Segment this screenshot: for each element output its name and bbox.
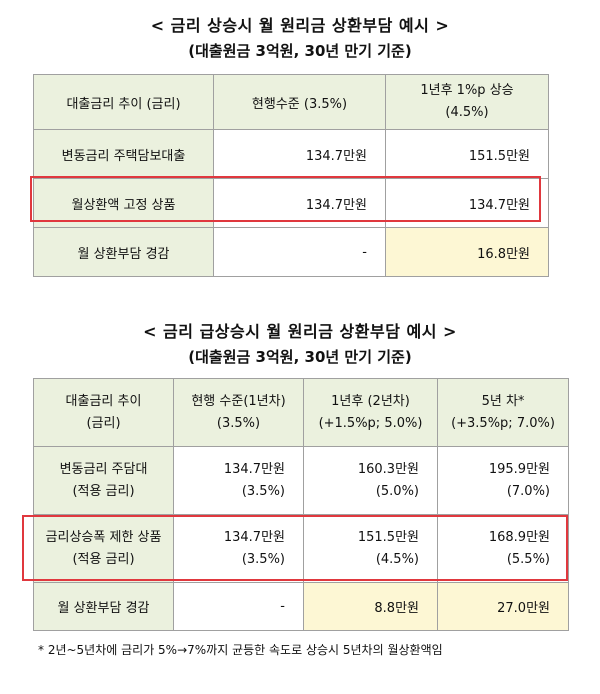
table2-cell-highlight: 8.8만원 — [303, 582, 438, 631]
table2-header-row: 대출금리 추이 (금리) 현행 수준(1년차) (3.5%) 1년후 (2년차)… — [33, 378, 569, 447]
table2-row-label: 변동금리 주담대 (적용 금리) — [33, 446, 174, 515]
table1: 대출금리 추이 (금리) 현행수준 (3.5%) 1년후 1%p 상승 (4.5… — [33, 74, 549, 277]
table1-row-label: 월상환액 고정 상품 — [33, 178, 214, 228]
table1-cell: 151.5만원 — [385, 129, 549, 179]
table2-header-col3-line2: (+3.5%p; 7.0%) — [451, 415, 555, 431]
table2-header-col0-line1: 대출금리 추이 — [65, 393, 142, 409]
table2-cell: - — [173, 582, 304, 631]
table1-header-col2-line1: 1년후 1%p 상승 — [420, 83, 514, 98]
table-row: 변동금리 주택담보대출 134.7만원 151.5만원 — [33, 129, 549, 179]
table2-header-col3: 5년 차* (+3.5%p; 7.0%) — [437, 378, 569, 447]
table-row: 금리상승폭 제한 상품 (적용 금리) 134.7만원 (3.5%) 151.5… — [33, 514, 569, 583]
table2-cell-rate: (5.0%) — [375, 483, 419, 499]
table2-cell: 168.9만원 (5.5%) — [437, 514, 569, 583]
table1-cell: - — [213, 227, 386, 277]
table2-cell-amount: 134.7만원 — [223, 529, 285, 545]
table1-cell-highlight: 16.8만원 — [385, 227, 549, 277]
table1-row-label: 변동금리 주택담보대출 — [33, 129, 214, 179]
table2-cell-rate: (4.5%) — [375, 551, 419, 567]
table1-header-row: 대출금리 추이 (금리) 현행수준 (3.5%) 1년후 1%p 상승 (4.5… — [33, 74, 549, 130]
footnote: * 2년~5년차에 금리가 5%→7%까지 균등한 속도로 상승시 5년차의 월… — [38, 643, 443, 657]
table2-cell: 134.7만원 (3.5%) — [173, 514, 304, 583]
table2-row-label-line1: 변동금리 주담대 — [59, 461, 148, 477]
table1-header-col2: 1년후 1%p 상승 (4.5%) — [385, 74, 549, 130]
table2-header-col2-line2: (+1.5%p; 5.0%) — [318, 415, 423, 431]
table2-cell-rate: (7.0%) — [506, 483, 550, 499]
table2-cell-rate: (3.5%) — [241, 551, 285, 567]
table2-header-col2: 1년후 (2년차) (+1.5%p; 5.0%) — [303, 378, 438, 447]
table2-row-label-line1: 금리상승폭 제한 상품 — [45, 529, 162, 545]
table2-header-col1-line2: (3.5%) — [216, 415, 261, 431]
table1-header-col1: 현행수준 (3.5%) — [213, 74, 386, 130]
table2-row-label-line2: (적용 금리) — [72, 483, 135, 499]
table2-cell-highlight: 27.0만원 — [437, 582, 569, 631]
table2-cell: 151.5만원 (4.5%) — [303, 514, 438, 583]
table2-cell-rate: (3.5%) — [241, 483, 285, 499]
table2-header-col1-line1: 현행 수준(1년차) — [191, 393, 286, 409]
table1-row-label: 월 상환부담 경감 — [33, 227, 214, 277]
table2-row-label: 금리상승폭 제한 상품 (적용 금리) — [33, 514, 174, 583]
table1-cell: 134.7만원 — [385, 178, 549, 228]
table2-cell-amount: 151.5만원 — [357, 529, 419, 545]
table1-title: < 금리 상승시 월 원리금 상환부담 예시 > — [150, 16, 450, 35]
table2-cell-rate: (5.5%) — [506, 551, 550, 567]
table-row: 월 상환부담 경감 - 16.8만원 — [33, 227, 549, 277]
table2-cell-amount: 195.9만원 — [488, 461, 550, 477]
table2-header-col2-line1: 1년후 (2년차) — [331, 393, 410, 409]
table2-cell: 160.3만원 (5.0%) — [303, 446, 438, 515]
table2-header-col1: 현행 수준(1년차) (3.5%) — [173, 378, 304, 447]
table-row: 월상환액 고정 상품 134.7만원 134.7만원 — [33, 178, 549, 228]
table2-header-col0-line2: (금리) — [86, 415, 121, 431]
table-row: 변동금리 주담대 (적용 금리) 134.7만원 (3.5%) 160.3만원 … — [33, 446, 569, 515]
table2-cell-amount: 134.7만원 — [223, 461, 285, 477]
table2-title: < 금리 급상승시 월 원리금 상환부담 예시 > — [143, 322, 457, 341]
table2-cell-amount: 168.9만원 — [488, 529, 550, 545]
table2-cell: 134.7만원 (3.5%) — [173, 446, 304, 515]
table1-header-col2-line2: (4.5%) — [445, 105, 489, 120]
table2-cell: 195.9만원 (7.0%) — [437, 446, 569, 515]
table2-row-label-line2: (적용 금리) — [72, 551, 135, 567]
table2-subtitle: (대출원금 3억원, 30년 만기 기준) — [188, 348, 412, 366]
table2-header-col0: 대출금리 추이 (금리) — [33, 378, 174, 447]
table2: 대출금리 추이 (금리) 현행 수준(1년차) (3.5%) 1년후 (2년차)… — [33, 378, 569, 631]
table-row: 월 상환부담 경감 - 8.8만원 27.0만원 — [33, 582, 569, 631]
table2-relief-label: 월 상환부담 경감 — [33, 582, 174, 631]
table2-header-col3-line1: 5년 차* — [481, 393, 525, 409]
table2-cell-amount: 160.3만원 — [357, 461, 419, 477]
table1-subtitle: (대출원금 3억원, 30년 만기 기준) — [188, 42, 412, 60]
table1-cell: 134.7만원 — [213, 129, 386, 179]
table1-cell: 134.7만원 — [213, 178, 386, 228]
table1-header-col0: 대출금리 추이 (금리) — [33, 74, 214, 130]
